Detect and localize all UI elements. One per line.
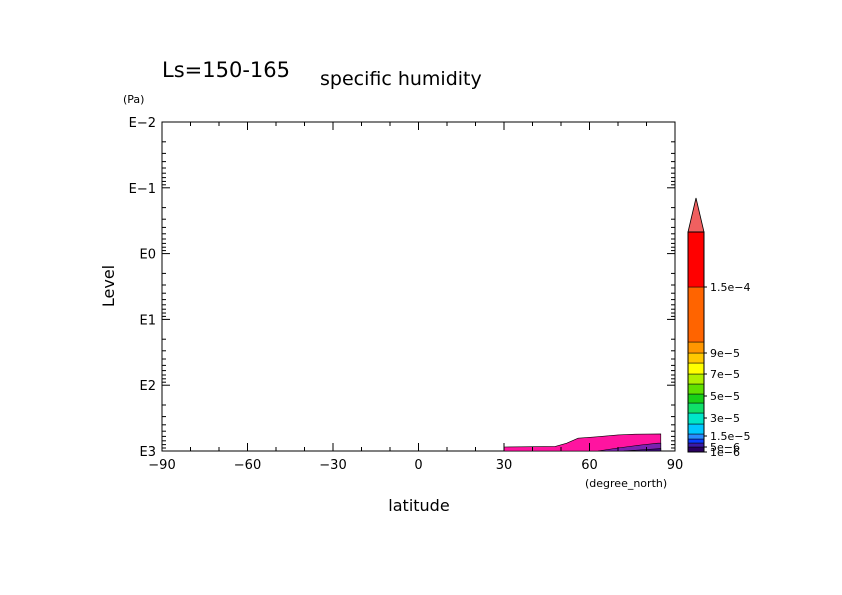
colorbar: 1.5e−4 9e−5 7e−5 5e−5 3e−5 1.5e−55e−61e−6 xyxy=(687,197,750,459)
colorbar-swatch xyxy=(687,412,705,425)
y-unit-label: (Pa) xyxy=(123,93,144,106)
colorbar-label: 1.5e−5 xyxy=(710,430,750,443)
colorbar-swatch xyxy=(687,423,705,435)
colorbar-label: 5e−5 xyxy=(710,390,740,403)
colorbar-arrow xyxy=(687,197,705,233)
y-axis: E−2 E−1 E0 E1 E2 E3 xyxy=(129,116,675,460)
x-tick-label: −90 xyxy=(148,458,175,473)
colorbar-swatch xyxy=(687,341,705,354)
colorbar-label: 7e−5 xyxy=(710,368,740,381)
colorbar-swatch xyxy=(687,383,705,395)
x-tick-label: 30 xyxy=(496,458,513,473)
colorbar-label: 3e−5 xyxy=(710,412,740,425)
colorbar-label: 5e−6 xyxy=(710,441,740,454)
y-tick-label: E1 xyxy=(140,313,157,328)
x-tick-label: −60 xyxy=(234,458,261,473)
y-axis-label: Level xyxy=(99,265,118,307)
y-tick-label: E−1 xyxy=(129,182,156,197)
colorbar-swatch xyxy=(687,231,705,288)
y-tick-label: E3 xyxy=(140,445,157,460)
colorbar-swatch xyxy=(687,393,705,404)
x-tick-label: 60 xyxy=(581,458,598,473)
y-tick-label: E0 xyxy=(140,248,157,263)
chart-subtitle: specific humidity xyxy=(320,68,482,90)
colorbar-swatch xyxy=(687,286,705,343)
colorbar-swatch xyxy=(687,352,705,364)
colorbar-label: 9e−5 xyxy=(710,347,740,360)
x-unit-label: (degree_north) xyxy=(585,477,667,490)
colorbar-swatch xyxy=(687,433,705,440)
x-tick-label: 0 xyxy=(414,458,422,473)
y-tick-label: E2 xyxy=(140,379,157,394)
chart-title: Ls=150-165 xyxy=(162,58,290,82)
x-axis-label: latitude xyxy=(388,496,449,515)
colorbar-swatch xyxy=(687,362,705,375)
colorbar-swatch xyxy=(687,438,705,444)
contour-region-3 xyxy=(623,448,662,452)
colorbar-swatch xyxy=(687,446,705,453)
colorbar-label: 1e−6 xyxy=(710,446,740,459)
plot-frame xyxy=(161,121,676,452)
colorbar-label: 1.5e−4 xyxy=(710,281,750,294)
colorbar-swatch xyxy=(687,442,705,448)
colorbar-swatch xyxy=(687,373,705,385)
colorbar-swatch xyxy=(687,402,705,414)
contour-layer xyxy=(503,433,662,452)
x-axis: −90 −60 −30 0 30 60 90 xyxy=(148,122,683,473)
x-tick-label: 90 xyxy=(667,458,684,473)
contour-region-1 xyxy=(503,433,662,452)
y-tick-label: E−2 xyxy=(129,116,156,131)
colorbar-frame xyxy=(687,231,705,453)
x-tick-label: −30 xyxy=(319,458,346,473)
